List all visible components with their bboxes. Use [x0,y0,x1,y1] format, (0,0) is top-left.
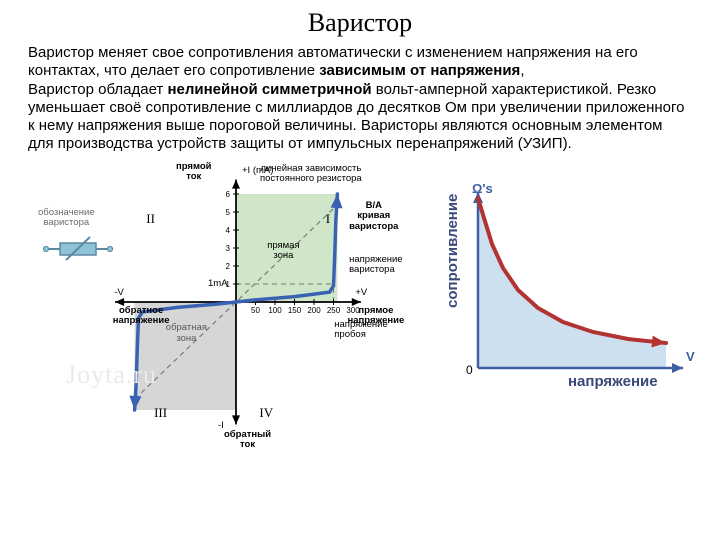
svg-text:50: 50 [251,306,260,315]
t1b: зависимым от напряжения [319,62,520,79]
svg-text:6: 6 [226,190,231,199]
svg-text:4: 4 [226,226,231,235]
page-title: Варистор [28,8,692,38]
t2b: нелинейной симметричной [167,81,371,98]
body-text: Варистор меняет свое сопротивления автом… [28,44,692,154]
svg-text:100: 100 [268,306,282,315]
svg-text:200: 200 [307,306,321,315]
svg-text:2: 2 [226,262,231,271]
t1c: , [520,62,524,79]
iv-curve-diagram: 50100150200250300123456Joyta.ruобозначен… [28,160,398,440]
resistance-curve-diagram: Ω's0Vсопротивлениенапряжение [428,180,698,410]
svg-text:3: 3 [226,244,231,253]
svg-text:250: 250 [327,306,341,315]
svg-text:150: 150 [288,306,302,315]
t2a: Варистор обладает [28,81,167,98]
svg-text:5: 5 [226,208,231,217]
